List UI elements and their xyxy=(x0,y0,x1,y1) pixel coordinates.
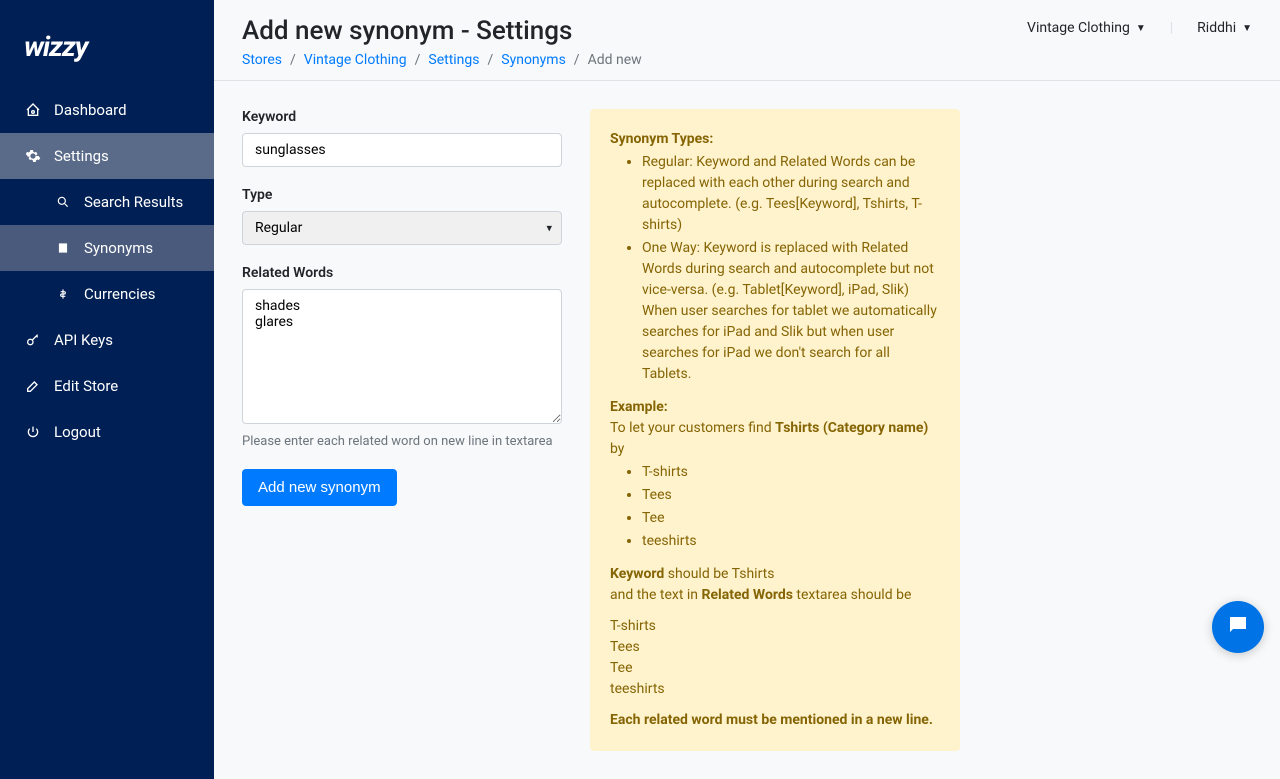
related-textarea[interactable]: shades glares xyxy=(242,289,562,424)
nav-label: Currencies xyxy=(84,285,156,303)
help-panel: Synonym Types: Regular: Keyword and Rela… xyxy=(590,109,960,751)
nav-api-keys[interactable]: API Keys xyxy=(0,317,214,363)
help-sample-line: teeshirts xyxy=(610,681,665,697)
nav-currencies[interactable]: Currencies xyxy=(0,271,214,317)
store-dropdown-label: Vintage Clothing xyxy=(1027,20,1130,36)
content: Keyword Type Regular Related Words shade… xyxy=(214,81,1280,779)
sidebar: wizzy Dashboard Settings Search Results … xyxy=(0,0,214,779)
help-list-item: teeshirts xyxy=(642,531,940,552)
help-types-heading: Synonym Types: xyxy=(610,131,713,147)
nav-list: Dashboard Settings Search Results Synony… xyxy=(0,87,214,455)
nav-logout[interactable]: Logout xyxy=(0,409,214,455)
brand-text: wizzy xyxy=(24,30,190,63)
title-area: Add new synonym - Settings Stores / Vinta… xyxy=(242,16,642,68)
add-synonym-button[interactable]: Add new synonym xyxy=(242,469,397,506)
help-type-regular: Regular: Keyword and Related Words can b… xyxy=(642,152,940,236)
breadcrumb-current: Add new xyxy=(588,52,642,68)
nav-label: Edit Store xyxy=(54,377,118,395)
breadcrumb-sep: / xyxy=(290,52,296,68)
power-icon xyxy=(24,423,42,441)
nav-settings[interactable]: Settings xyxy=(0,133,214,179)
nav-label: Logout xyxy=(54,423,101,441)
nav-dashboard[interactable]: Dashboard xyxy=(0,87,214,133)
breadcrumb-link[interactable]: Synonyms xyxy=(501,52,566,68)
help-sample-line: Tee xyxy=(610,660,633,676)
help-text: To let your customers find xyxy=(610,420,775,436)
nav-synonyms[interactable]: Synonyms xyxy=(0,225,214,271)
user-dropdown-label: Riddhi xyxy=(1197,20,1236,36)
help-sample: T-shirts Tees Tee teeshirts xyxy=(610,616,940,700)
help-text: by xyxy=(610,441,624,457)
type-select[interactable]: Regular xyxy=(242,211,562,245)
help-text: should be Tshirts xyxy=(664,566,774,582)
logo: wizzy xyxy=(0,0,214,87)
edit-icon xyxy=(24,377,42,395)
gear-icon xyxy=(24,147,42,165)
type-label: Type xyxy=(242,187,562,203)
topbar: Add new synonym - Settings Stores / Vinta… xyxy=(214,0,1280,81)
help-text-bold: Keyword xyxy=(610,566,664,582)
dashboard-icon xyxy=(24,101,42,119)
breadcrumb: Stores / Vintage Clothing / Settings / Syno… xyxy=(242,52,642,68)
search-icon xyxy=(54,193,72,211)
help-example-heading: Example: xyxy=(610,399,668,415)
help-text-bold: Related Words xyxy=(702,587,793,603)
main: Add new synonym - Settings Stores / Vinta… xyxy=(214,0,1280,779)
breadcrumb-link[interactable]: Settings xyxy=(428,52,479,68)
chat-button[interactable] xyxy=(1212,601,1264,653)
nav-label: API Keys xyxy=(54,331,113,349)
help-sample-line: T-shirts xyxy=(610,618,656,634)
chevron-down-icon: ▼ xyxy=(1242,23,1252,34)
help-list-item: Tees xyxy=(642,485,940,506)
form-column: Keyword Type Regular Related Words shade… xyxy=(242,109,562,751)
dollar-icon xyxy=(54,285,72,303)
chat-icon xyxy=(1226,613,1250,641)
help-text: textarea should be xyxy=(793,587,911,603)
nav-edit-store[interactable]: Edit Store xyxy=(0,363,214,409)
keyword-input[interactable] xyxy=(242,133,562,167)
help-types-list: Regular: Keyword and Related Words can b… xyxy=(610,152,940,385)
related-label: Related Words xyxy=(242,265,562,281)
book-icon xyxy=(54,239,72,257)
divider: | xyxy=(1170,20,1173,36)
help-example-list: T-shirts Tees Tee teeshirts xyxy=(610,462,940,552)
breadcrumb-link[interactable]: Vintage Clothing xyxy=(304,52,407,68)
help-sample-line: Tees xyxy=(610,639,640,655)
nav-label: Search Results xyxy=(84,193,183,211)
related-helper: Please enter each related word on new li… xyxy=(242,434,562,449)
breadcrumb-sep: / xyxy=(488,52,494,68)
help-type-oneway: One Way: Keyword is replaced with Relate… xyxy=(642,238,940,385)
breadcrumb-sep: / xyxy=(574,52,580,68)
breadcrumb-sep: / xyxy=(415,52,421,68)
help-list-item: Tee xyxy=(642,508,940,529)
store-dropdown[interactable]: Vintage Clothing ▼ xyxy=(1027,20,1146,36)
nav-search-results[interactable]: Search Results xyxy=(0,179,214,225)
help-text: and the text in xyxy=(610,587,702,603)
nav-label: Settings xyxy=(54,147,109,165)
top-right: Vintage Clothing ▼ | Riddhi ▼ xyxy=(1027,16,1252,36)
user-dropdown[interactable]: Riddhi ▼ xyxy=(1197,20,1252,36)
key-icon xyxy=(24,331,42,349)
chevron-down-icon: ▼ xyxy=(1136,23,1146,34)
help-text-bold: Tshirts (Category name) xyxy=(775,420,928,436)
help-list-item: T-shirts xyxy=(642,462,940,483)
nav-label: Dashboard xyxy=(54,101,127,119)
help-footer-note: Each related word must be mentioned in a… xyxy=(610,712,933,728)
breadcrumb-link[interactable]: Stores xyxy=(242,52,282,68)
page-title: Add new synonym - Settings xyxy=(242,16,642,46)
nav-label: Synonyms xyxy=(84,239,153,257)
keyword-label: Keyword xyxy=(242,109,562,125)
